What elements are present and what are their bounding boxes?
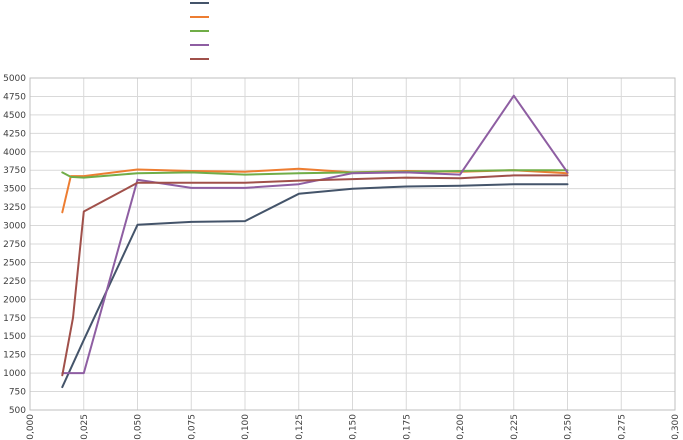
y-tick-label: 2000: [3, 295, 26, 305]
series-2-line: [61, 167, 569, 214]
x-tick-label: 0,200: [456, 414, 466, 440]
y-tick-label: 1500: [3, 332, 26, 342]
series-4-line: [61, 94, 569, 375]
y-tick-label: 4000: [3, 148, 26, 158]
y-tick-label: 500: [9, 406, 26, 416]
y-tick-label: 1000: [3, 369, 26, 379]
x-tick-label: 0,050: [134, 414, 144, 440]
x-tick-label: 0,150: [349, 414, 359, 440]
y-tick-label: 2750: [3, 240, 26, 250]
series-5-line: [61, 174, 569, 377]
y-tick-label: 1750: [3, 314, 26, 324]
series-3-line: [61, 169, 569, 179]
x-tick-label: 0,250: [564, 414, 574, 440]
y-tick-label: 3500: [3, 185, 26, 195]
plot-frame: [29, 77, 676, 411]
grid: [29, 77, 676, 411]
series-group: [61, 94, 569, 389]
x-tick-label: 0,100: [241, 414, 251, 440]
y-tick-label: 4500: [3, 111, 26, 121]
x-tick-label: 0,075: [187, 414, 197, 440]
x-tick-label: 0,225: [510, 414, 520, 440]
x-tick-label: 0,025: [80, 414, 90, 440]
y-tick-label: 4250: [3, 129, 26, 139]
series-1-line: [61, 183, 569, 389]
x-tick-label: 0,175: [402, 414, 412, 440]
y-tick-label: 3000: [3, 222, 26, 232]
legend: [190, 2, 209, 60]
y-tick-label: 750: [9, 388, 26, 398]
y-tick-label: 3750: [3, 166, 26, 176]
x-tick-label: 0,000: [26, 414, 36, 440]
y-tick-label: 1250: [3, 351, 26, 361]
x-tick-label: 0,275: [617, 414, 627, 440]
y-tick-label: 3250: [3, 203, 26, 213]
y-tick-label: 2250: [3, 277, 26, 287]
x-axis: 0,000 0,025 0,050 0,075 0,100 0,125 0,150 0,175…: [26, 414, 681, 440]
y-tick-label: 2500: [3, 258, 26, 268]
y-axis: 500 750 1000 1250 1500 1750 2000 2250 2500 2750 30…: [3, 74, 26, 416]
x-tick-label: 0,125: [295, 414, 305, 440]
x-tick-label: 0,300: [671, 414, 681, 440]
y-tick-label: 4750: [3, 92, 26, 102]
y-tick-label: 5000: [3, 74, 26, 84]
